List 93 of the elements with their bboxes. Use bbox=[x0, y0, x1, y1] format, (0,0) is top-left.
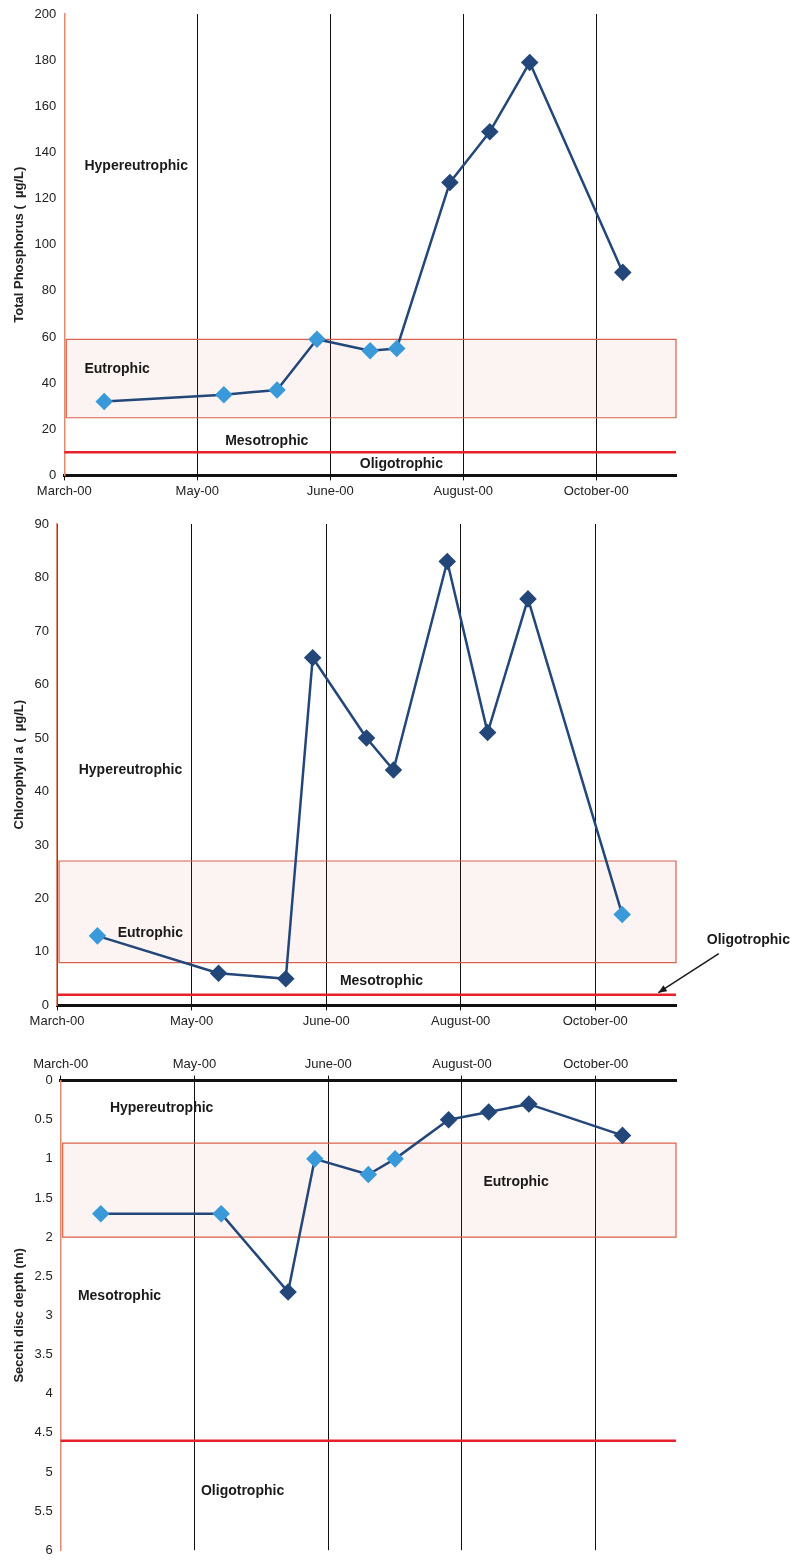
y-tick-label: 60 bbox=[41, 328, 57, 344]
y-tick-label: 60 bbox=[34, 676, 50, 692]
annotation: Oligotrophic bbox=[359, 454, 444, 471]
y-tick-label: 70 bbox=[34, 622, 50, 638]
y-tick-label: 3.5 bbox=[34, 1346, 53, 1362]
y-tick-label: 5.5 bbox=[34, 1502, 53, 1518]
y-axis-title: Total Phosphorus ( µg/L) bbox=[11, 166, 27, 323]
y-tick-label: 90 bbox=[34, 515, 50, 531]
annotation: Mesotrophic bbox=[339, 972, 424, 989]
y-tick-label: 10 bbox=[34, 943, 50, 959]
annotation: Eutrophic bbox=[84, 360, 151, 377]
point bbox=[210, 965, 227, 982]
y-tick-label: 160 bbox=[34, 97, 57, 113]
y-tick-label: 2 bbox=[45, 1228, 53, 1244]
x-tick-label: May-00 bbox=[172, 1056, 217, 1072]
point bbox=[439, 553, 456, 570]
y-tick-label: 1.5 bbox=[34, 1189, 53, 1205]
point bbox=[304, 649, 321, 666]
point bbox=[614, 1127, 631, 1144]
x-tick-label: June-00 bbox=[306, 482, 354, 498]
point bbox=[95, 393, 113, 410]
x-tick-label: June-00 bbox=[302, 1012, 350, 1028]
x-tick-label: October-00 bbox=[563, 482, 629, 498]
point bbox=[92, 1205, 110, 1222]
point bbox=[479, 724, 496, 741]
x-tick-label: August-00 bbox=[433, 482, 493, 498]
y-axis-title: Chlorophyll a ( µg/L) bbox=[11, 699, 27, 830]
point bbox=[386, 1150, 404, 1168]
point bbox=[360, 1166, 377, 1183]
point bbox=[212, 1205, 230, 1222]
point bbox=[279, 1283, 297, 1301]
x-tick-label: August-00 bbox=[431, 1012, 491, 1028]
x-tick-label: May-00 bbox=[175, 482, 219, 498]
annotation: Mesotrophic bbox=[77, 1286, 162, 1303]
point bbox=[89, 927, 106, 945]
y-tick-label: 4 bbox=[45, 1385, 53, 1401]
point bbox=[480, 1103, 497, 1121]
annotation: Mesotrophic bbox=[225, 431, 309, 448]
point bbox=[361, 342, 379, 360]
y-tick-label: 80 bbox=[41, 282, 57, 298]
y-tick-label: 5 bbox=[45, 1463, 53, 1479]
x-tick-label: May-00 bbox=[169, 1012, 214, 1028]
annotation: Eutrophic bbox=[117, 924, 184, 941]
y-tick-label: 20 bbox=[41, 420, 57, 436]
y-tick-label: 40 bbox=[34, 783, 50, 799]
annotation: Eutrophic bbox=[483, 1173, 549, 1190]
x-tick-label: June-00 bbox=[304, 1056, 352, 1072]
ref-line-label: Oligotrophic bbox=[706, 930, 791, 947]
y-tick-label: 1 bbox=[45, 1150, 53, 1166]
point bbox=[519, 590, 537, 608]
y-tick-label: 4.5 bbox=[34, 1424, 53, 1440]
point bbox=[306, 1150, 324, 1168]
y-tick-label: 3 bbox=[45, 1306, 53, 1322]
y-tick-label: 0 bbox=[41, 996, 50, 1012]
point bbox=[613, 906, 631, 923]
y-tick-label: 200 bbox=[34, 5, 57, 21]
point bbox=[388, 340, 405, 357]
y-tick-label: 6 bbox=[45, 1541, 53, 1557]
y-tick-label: 140 bbox=[34, 144, 57, 159]
point bbox=[481, 123, 499, 140]
point bbox=[614, 264, 632, 281]
y-tick-label: 40 bbox=[41, 374, 57, 390]
y-tick-label: 0.5 bbox=[34, 1111, 53, 1127]
y-tick-label: 50 bbox=[34, 729, 50, 745]
point bbox=[215, 386, 233, 403]
x-tick-label: October-00 bbox=[563, 1056, 629, 1072]
y-tick-label: 0 bbox=[45, 1072, 53, 1088]
point bbox=[521, 54, 538, 71]
point bbox=[520, 1095, 538, 1113]
annotation: Oligotrophic bbox=[200, 1482, 285, 1499]
y-tick-label: 80 bbox=[34, 569, 50, 585]
y-tick-label: 180 bbox=[34, 51, 57, 67]
x-tick-label: March-00 bbox=[36, 482, 92, 498]
point bbox=[440, 1111, 457, 1128]
annotation: Hypereutrophic bbox=[78, 760, 183, 777]
y-tick-label: 20 bbox=[34, 890, 50, 905]
x-tick-label: October-00 bbox=[562, 1012, 628, 1028]
x-tick-label: March-00 bbox=[33, 1056, 89, 1072]
point bbox=[358, 729, 375, 747]
y-tick-label: 30 bbox=[34, 836, 50, 852]
point bbox=[268, 381, 286, 399]
y-tick-label: 120 bbox=[34, 190, 57, 206]
x-tick-label: March-00 bbox=[29, 1012, 85, 1028]
point bbox=[277, 970, 295, 987]
point bbox=[441, 174, 459, 191]
y-tick-label: 100 bbox=[34, 236, 57, 252]
x-tick-label: August-00 bbox=[432, 1056, 492, 1072]
y-axis-title: Secchi disc depth (m) bbox=[11, 1248, 27, 1383]
point bbox=[308, 331, 326, 348]
y-tick-label: 0 bbox=[49, 466, 57, 482]
y-tick-label: 2.5 bbox=[34, 1267, 53, 1283]
point bbox=[385, 761, 402, 779]
annotation: Hypereutrophic bbox=[84, 157, 189, 174]
